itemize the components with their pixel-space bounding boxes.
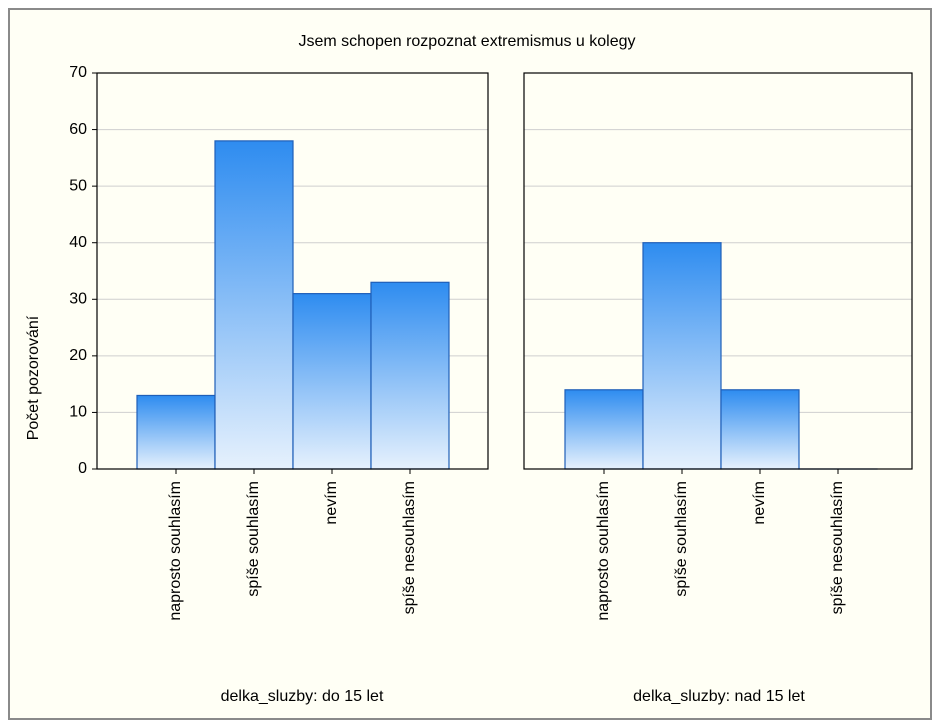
bar bbox=[137, 395, 215, 469]
x-tick-label: spíše souhlasím bbox=[673, 481, 690, 597]
y-tick-label: 40 bbox=[69, 234, 87, 251]
bar bbox=[293, 294, 371, 469]
x-tick-label: spíše souhlasím bbox=[245, 481, 262, 597]
y-tick-label: 60 bbox=[69, 121, 87, 138]
panel-label-do-15-let: delka_sluzby: do 15 let bbox=[97, 688, 507, 706]
panel-label-nad-15-let: delka_sluzby: nad 15 let bbox=[524, 688, 914, 706]
bar bbox=[721, 390, 799, 469]
x-tick-label: naprosto souhlasím bbox=[167, 481, 184, 621]
bar bbox=[371, 282, 449, 469]
y-tick-label: 50 bbox=[69, 177, 87, 194]
bar bbox=[215, 141, 293, 469]
x-tick-label: spíše nesouhlasím bbox=[829, 481, 846, 614]
y-tick-label: 70 bbox=[69, 64, 87, 81]
x-tick-label: nevím bbox=[323, 481, 340, 525]
x-tick-label: nevím bbox=[751, 481, 768, 525]
bar bbox=[565, 390, 643, 469]
bar bbox=[643, 243, 721, 469]
y-tick-label: 30 bbox=[69, 291, 87, 308]
x-tick-label: spíše nesouhlasím bbox=[401, 481, 418, 614]
y-tick-label: 10 bbox=[69, 404, 87, 421]
y-tick-label: 0 bbox=[78, 460, 87, 477]
y-tick-label: 20 bbox=[69, 347, 87, 364]
x-tick-label: naprosto souhlasím bbox=[595, 481, 612, 621]
